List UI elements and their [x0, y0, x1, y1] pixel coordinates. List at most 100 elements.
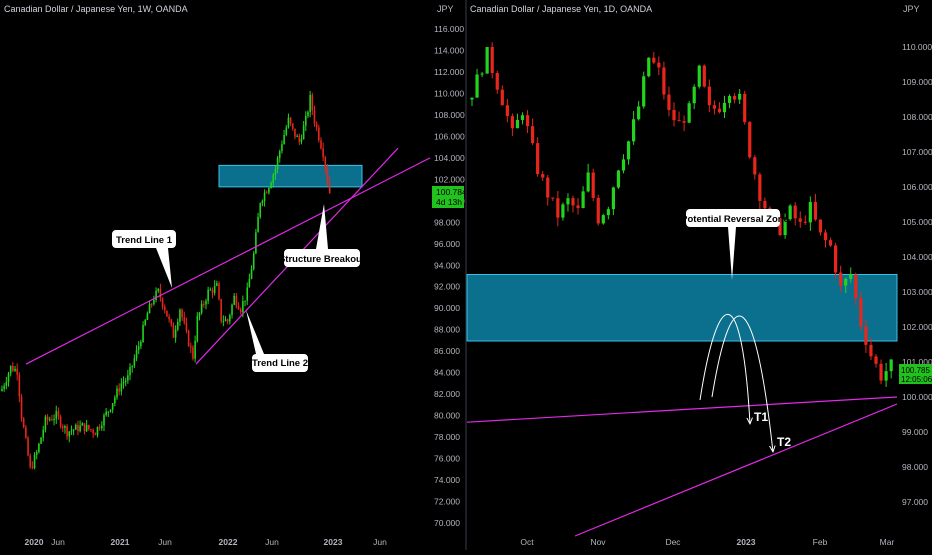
weekly-candle-body [83, 423, 86, 432]
weekly-candle-body [148, 303, 151, 314]
daily-candle-body [586, 172, 590, 192]
weekly-candle-body [77, 424, 79, 432]
target-t2-label: T2 [777, 435, 791, 449]
weekly-candle-body [270, 183, 272, 189]
weekly-candle-body [244, 300, 246, 302]
potential-reversal-zone[interactable] [466, 274, 898, 342]
daily-candle-body [682, 121, 686, 123]
weekly-candle-body [183, 317, 186, 323]
daily-candle-body [470, 97, 474, 100]
daily-candle-body [748, 122, 752, 158]
daily-candle-body [632, 119, 636, 142]
weekly-candle-body [226, 319, 229, 322]
weekly-candle-body [38, 443, 40, 453]
daily-last-price-tag: 100.785 12:05:06 [899, 364, 932, 384]
daily-y-tick-label: 101.000 [902, 357, 932, 367]
reversal-zone-label: Potential Reversal Zone [681, 214, 789, 225]
weekly-chart-pane[interactable]: Canadian Dollar / Japanese Yen, 1W, OAND… [1, 4, 467, 547]
daily-candle-body [601, 215, 605, 224]
weekly-candle-body [59, 416, 62, 427]
weekly-candle-body [252, 253, 255, 269]
weekly-candle-body [207, 289, 209, 302]
daily-candle-body [884, 371, 888, 381]
weekly-candle-body [137, 346, 140, 350]
weekly-y-tick-label: 98.000 [434, 217, 460, 227]
daily-trend-lines[interactable] [466, 396, 898, 537]
weekly-candle-body [220, 299, 222, 322]
daily-candle-body [581, 191, 585, 208]
daily-candle-body [626, 141, 631, 160]
weekly-candle-body [22, 418, 25, 428]
weekly-candle-body [1, 388, 3, 391]
daily-candle-body [818, 219, 823, 233]
weekly-candle-body [311, 94, 314, 111]
daily-candle-body [611, 187, 615, 210]
daily-last-price: 100.785 [901, 366, 930, 375]
weekly-candle-body [35, 452, 38, 455]
daily-candle-body [551, 197, 555, 199]
weekly-y-tick-label: 82.000 [434, 389, 460, 399]
weekly-candle-body [229, 315, 231, 322]
weekly-candle-body [255, 232, 257, 254]
daily-chart-pane[interactable]: Canadian Dollar / Japanese Yen, 1D, OAND… [466, 4, 932, 547]
weekly-candle-body [57, 411, 60, 417]
weekly-candle-body [246, 287, 249, 301]
daily-candle-body [778, 217, 782, 236]
weekly-candle-body [172, 324, 175, 338]
weekly-candle-body [40, 437, 42, 444]
weekly-candle-body [242, 301, 244, 313]
weekly-candle-body [300, 139, 303, 142]
weekly-candle-body [109, 409, 112, 412]
weekly-y-tick-label: 88.000 [434, 325, 460, 335]
trend-line-2-callout[interactable]: Trend Line 2 [246, 310, 308, 372]
weekly-candle-body [176, 321, 179, 330]
daily-candle-body [662, 67, 666, 95]
daily-candle-body [546, 177, 550, 198]
weekly-candle-body [107, 411, 110, 413]
projection-arrow-t1[interactable] [699, 313, 750, 424]
weekly-candle-body [291, 123, 294, 129]
daily-time-axis[interactable]: Oct Nov Dec 2023 Feb Mar [520, 537, 894, 547]
weekly-candle-body [103, 415, 105, 426]
weekly-price-axis[interactable]: 70.000 72.000 74.000 76.000 78.000 80.000 82.0… [434, 24, 465, 528]
weekly-candle-body [142, 325, 144, 342]
weekly-candle-body [265, 192, 268, 194]
weekly-candle-body [90, 429, 92, 431]
weekly-candle-body [283, 134, 285, 145]
pane-divider[interactable] [465, 0, 467, 550]
weekly-candle-body [96, 426, 99, 436]
weekly-supply-zone[interactable] [218, 164, 363, 188]
weekly-x-tick-label: 2021 [111, 537, 130, 547]
weekly-candle-body [218, 283, 220, 300]
daily-x-tick-label: Mar [880, 537, 895, 547]
weekly-candle-body [140, 341, 142, 347]
daily-candle-body [566, 198, 570, 205]
structure-breakout-callout[interactable]: Structure Breakout [279, 204, 366, 267]
daily-candle-body [738, 93, 742, 100]
daily-y-tick-label: 104.000 [902, 252, 932, 262]
daily-candle-body [490, 47, 494, 73]
weekly-candle-body [135, 349, 138, 359]
daily-candle-body [879, 363, 883, 381]
projection-arrow-t2[interactable] [711, 315, 773, 452]
daily-price-axis[interactable]: 97.000 98.000 99.000 100.000 101.000 102.000 1… [902, 42, 932, 507]
weekly-candle-body [53, 418, 55, 421]
weekly-x-tick-label: 2020 [25, 537, 44, 547]
weekly-time-axis[interactable]: 2020 Jun 2021 Jun 2022 Jun 2023 Jun [25, 537, 388, 547]
weekly-y-tick-label: 86.000 [434, 346, 460, 356]
daily-candle-body [657, 62, 661, 68]
weekly-candle-body [12, 365, 14, 371]
weekly-candle-body [285, 127, 288, 135]
weekly-y-tick-label: 94.000 [434, 260, 460, 270]
projection-path[interactable] [699, 313, 773, 452]
weekly-y-tick-label: 80.000 [434, 411, 460, 421]
weekly-candle-body [185, 322, 188, 331]
reversal-zone-callout[interactable]: Potential Reversal Zone [681, 209, 789, 280]
weekly-candle-body [213, 285, 216, 293]
weekly-y-tick-label: 74.000 [434, 475, 460, 485]
weekly-candle-body [166, 310, 168, 317]
trend-line-1-callout[interactable]: Trend Line 1 [112, 230, 176, 288]
weekly-candle-body [168, 316, 170, 320]
daily-candle-body [889, 359, 893, 372]
